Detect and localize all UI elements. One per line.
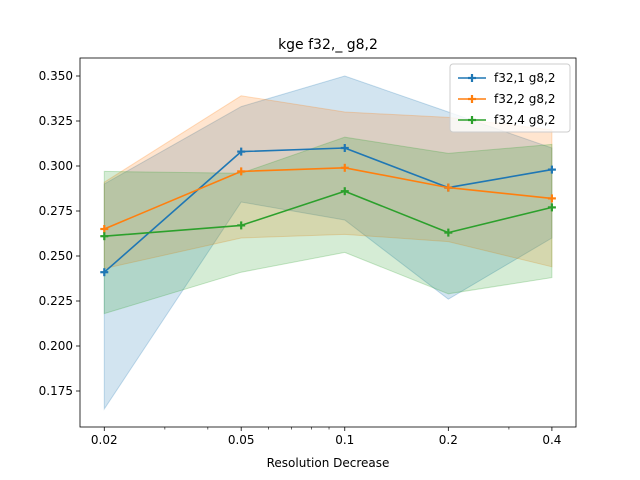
legend: f32,1 g8,2 f32,2 g8,2 f32,4 g8,2: [449, 63, 571, 133]
data-point: [100, 232, 109, 241]
x-tick-label: 0.05: [228, 433, 255, 447]
data-point: [237, 221, 246, 230]
data-point: [100, 268, 109, 277]
y-tick-label: 0.275: [39, 204, 73, 218]
data-point: [340, 187, 349, 196]
series-markers: [100, 144, 556, 277]
y-tick-label: 0.350: [39, 69, 73, 83]
confidence-band-2: [103, 95, 553, 270]
confidence-band-1: [103, 75, 553, 411]
y-tick-label: 0.300: [39, 159, 73, 173]
y-axis-ticks: 0.175 0.200 0.225 0.250 0.275 0.300 0.325 0.350: [39, 69, 80, 398]
data-point: [547, 165, 556, 174]
data-point: [444, 183, 453, 192]
data-point: [340, 163, 349, 172]
legend-label-2: f32,2 g8,2: [494, 92, 555, 106]
y-tick-label: 0.325: [39, 114, 73, 128]
legend-label-3: f32,4 g8,2: [494, 113, 555, 127]
data-point: [444, 228, 453, 237]
x-tick-label: 0.2: [439, 433, 458, 447]
data-point: [237, 167, 246, 176]
data-point: [547, 203, 556, 212]
legend-label-1: f32,1 g8,2: [494, 71, 555, 85]
x-tick-label: 0.02: [91, 433, 118, 447]
y-tick-label: 0.175: [39, 384, 73, 398]
x-axis-ticks: 0.02 0.05 0.1 0.2 0.4: [91, 427, 561, 447]
legend-box: [449, 63, 571, 133]
data-point: [237, 147, 246, 156]
chart-title: kge f32,_ g8,2: [278, 37, 378, 53]
data-point: [100, 225, 109, 233]
x-axis-title: Resolution Decrease: [267, 456, 390, 470]
data-point: [340, 144, 349, 152]
y-tick-label: 0.225: [39, 294, 73, 308]
data-point: [547, 194, 556, 203]
y-tick-label: 0.250: [39, 249, 73, 263]
x-tick-label: 0.1: [335, 433, 354, 447]
plot-frame: [79, 57, 577, 428]
x-tick-label: 0.4: [542, 433, 561, 447]
y-tick-label: 0.200: [39, 339, 73, 353]
